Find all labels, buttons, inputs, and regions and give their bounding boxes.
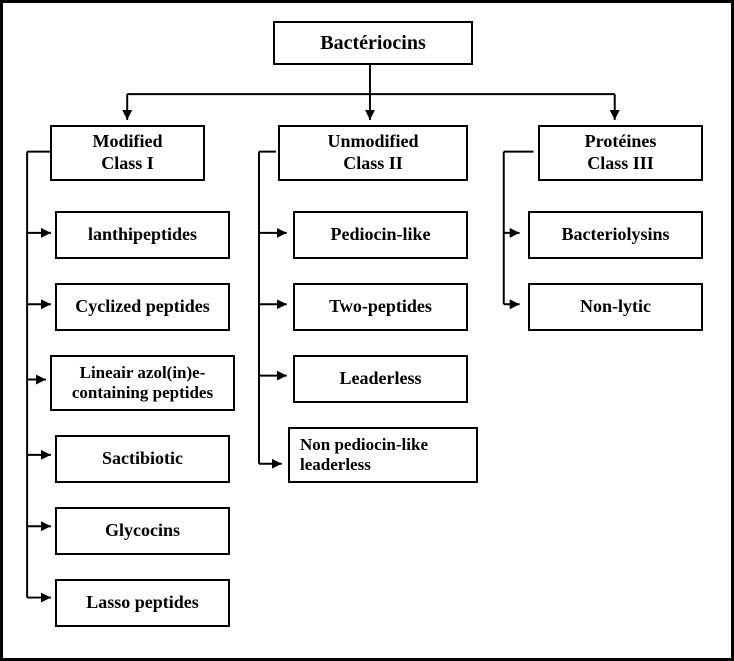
node-c1d: Sactibiotic bbox=[55, 435, 230, 483]
node-c1f: Lasso peptides bbox=[55, 579, 230, 627]
node-c1a: lanthipeptides bbox=[55, 211, 230, 259]
node-class2-label1: Unmodified bbox=[327, 131, 418, 153]
node-root-label: Bactériocins bbox=[320, 31, 426, 55]
node-c1a-label: lanthipeptides bbox=[88, 224, 197, 246]
node-class3-label1: Protéines bbox=[585, 131, 657, 153]
node-c3a: Bacteriolysins bbox=[528, 211, 703, 259]
node-c1b: Cyclized peptides bbox=[55, 283, 230, 331]
diagram-canvas: Bactériocins Modified Class I Unmodified… bbox=[0, 0, 734, 661]
node-c2a: Pediocin-like bbox=[293, 211, 468, 259]
node-c2d-label2: leaderless bbox=[300, 455, 371, 475]
node-class1-label1: Modified bbox=[93, 131, 163, 153]
node-c1c-label2: containing peptides bbox=[72, 383, 213, 403]
node-c2c-label: Leaderless bbox=[340, 368, 422, 390]
node-class1-label2: Class I bbox=[101, 153, 154, 175]
node-c1e: Glycocins bbox=[55, 507, 230, 555]
node-c2c: Leaderless bbox=[293, 355, 468, 403]
node-c1b-label: Cyclized peptides bbox=[75, 296, 210, 318]
node-c1c-label1: Lineair azol(in)e- bbox=[80, 363, 206, 383]
node-c3a-label: Bacteriolysins bbox=[562, 224, 670, 246]
node-class2-label2: Class II bbox=[343, 153, 403, 175]
node-c1c: Lineair azol(in)e- containing peptides bbox=[50, 355, 235, 411]
node-c2d: Non pediocin-like leaderless bbox=[288, 427, 478, 483]
node-class1: Modified Class I bbox=[50, 125, 205, 181]
node-c2d-label1: Non pediocin-like bbox=[300, 435, 428, 455]
node-c2b-label: Two-peptides bbox=[329, 296, 432, 318]
node-c1e-label: Glycocins bbox=[105, 520, 180, 542]
node-c1d-label: Sactibiotic bbox=[102, 448, 183, 470]
node-c2a-label: Pediocin-like bbox=[331, 224, 431, 246]
node-class3: Protéines Class III bbox=[538, 125, 703, 181]
node-c3b-label: Non-lytic bbox=[580, 296, 651, 318]
node-c1f-label: Lasso peptides bbox=[86, 592, 199, 614]
node-c2b: Two-peptides bbox=[293, 283, 468, 331]
node-c3b: Non-lytic bbox=[528, 283, 703, 331]
node-root: Bactériocins bbox=[273, 21, 473, 65]
node-class2: Unmodified Class II bbox=[278, 125, 468, 181]
node-class3-label2: Class III bbox=[587, 153, 654, 175]
